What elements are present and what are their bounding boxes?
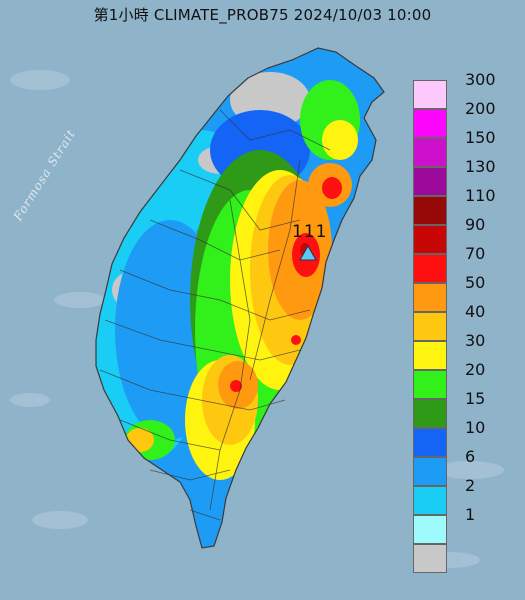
boundary-lines xyxy=(99,109,331,521)
legend-label: 10 xyxy=(465,418,486,437)
legend-swatch xyxy=(413,138,447,167)
legend-label: 90 xyxy=(465,215,486,234)
legend-label: 50 xyxy=(465,273,486,292)
island-outline xyxy=(95,47,385,549)
sea-texture xyxy=(10,70,504,568)
legend-label: 130 xyxy=(465,157,496,176)
legend-swatch xyxy=(413,283,447,312)
legend-swatch xyxy=(413,254,447,283)
legend-swatch xyxy=(413,515,447,544)
legend-swatch xyxy=(413,225,447,254)
triangle-marker-icon xyxy=(299,244,317,261)
legend-label: 30 xyxy=(465,331,486,350)
legend-swatch xyxy=(413,428,447,457)
peak-value-label: 111 xyxy=(292,222,328,242)
legend-label: 15 xyxy=(465,389,486,408)
legend-label: 2 xyxy=(465,476,476,495)
legend-swatch xyxy=(413,457,447,486)
legend-label: 70 xyxy=(465,244,486,263)
legend-label: 300 xyxy=(465,70,496,89)
legend-swatch xyxy=(413,370,447,399)
legend-swatch xyxy=(413,196,447,225)
legend-label: 1 xyxy=(465,505,476,524)
legend-label: 40 xyxy=(465,302,486,321)
legend-swatch xyxy=(413,399,447,428)
rainfall-zones xyxy=(96,72,360,480)
legend-label: 6 xyxy=(465,447,476,466)
legend-swatch xyxy=(413,109,447,138)
legend-label: 200 xyxy=(465,99,496,118)
legend-swatch xyxy=(413,486,447,515)
legend-label: 20 xyxy=(465,360,486,379)
legend-swatch xyxy=(413,544,447,573)
map-title: 第1小時 CLIMATE_PROB75 2024/10/03 10:00 xyxy=(93,6,432,24)
legend-label: 110 xyxy=(465,186,496,205)
legend-swatch xyxy=(413,341,447,370)
legend-swatch xyxy=(413,80,447,109)
legend-swatch xyxy=(413,312,447,341)
legend-swatch xyxy=(413,167,447,196)
legend-label: 150 xyxy=(465,128,496,147)
